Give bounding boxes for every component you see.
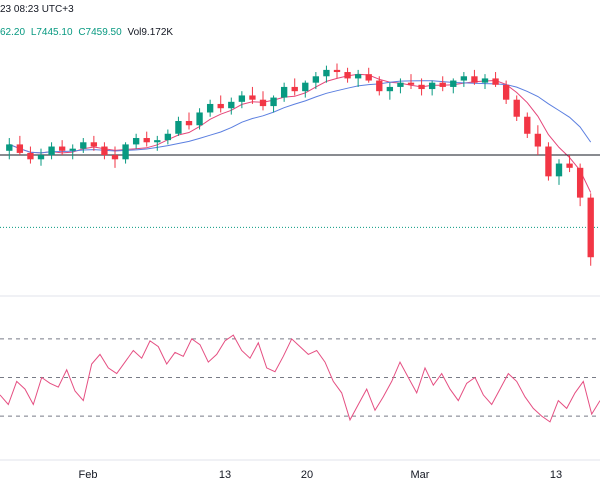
candle-body: [111, 155, 119, 160]
candle-body: [587, 197, 594, 258]
candle-body: [249, 95, 256, 100]
candle-body: [365, 74, 372, 81]
candle-body: [471, 76, 478, 83]
time-axis: Feb 13 20 Mar 13: [79, 469, 563, 481]
candle-body: [312, 76, 320, 83]
x-tick-label: 13: [550, 469, 562, 481]
candle-body: [566, 163, 573, 168]
x-tick-label: Feb: [79, 469, 98, 481]
candle-body: [270, 97, 277, 107]
candle-body: [122, 144, 129, 160]
rsi-line: [0, 334, 600, 423]
candle-body: [545, 146, 552, 177]
candle-body: [69, 148, 76, 151]
candle-body: [502, 84, 510, 100]
candle-body: [418, 84, 425, 90]
candle-body: [407, 82, 415, 85]
candle-body: [428, 82, 436, 90]
candle-body: [80, 142, 87, 149]
candle-body: [101, 146, 108, 156]
open-value: 62.20: [0, 27, 26, 38]
candle-body: [492, 78, 499, 85]
candle-body: [333, 69, 341, 73]
candle-body: [164, 133, 172, 141]
low-value: L7445.10: [30, 27, 73, 38]
candle-body: [132, 138, 140, 145]
candle-body: [481, 78, 489, 83]
candle-body: [48, 146, 55, 156]
candle-body: [344, 72, 351, 79]
candle-body: [90, 142, 98, 147]
candle-body: [206, 103, 214, 113]
candle-body: [524, 116, 531, 134]
candle-body: [280, 86, 288, 98]
candle-body: [238, 95, 246, 102]
candle-body: [228, 101, 235, 109]
candle-body: [154, 140, 161, 143]
candle-body: [534, 133, 542, 147]
x-tick-label: 13: [219, 469, 231, 481]
candle-body: [6, 144, 13, 151]
header-timestamp: 23 08:23 UTC+3: [0, 4, 74, 15]
candle-body: [460, 76, 468, 81]
candle-body: [323, 69, 330, 77]
x-tick-label: 20: [301, 469, 313, 481]
candle-body: [555, 163, 563, 177]
candle-body: [576, 167, 584, 198]
candle-body: [450, 80, 457, 87]
candle-body: [376, 80, 383, 92]
candle-body: [217, 103, 224, 109]
candle-body: [259, 99, 267, 107]
close-value: C7459.50: [78, 27, 122, 38]
x-tick-label: Mar: [411, 469, 430, 481]
ohlc-readout: 62.20 L7445.10 C7459.50 Vol9.172K: [0, 27, 176, 39]
candle-body: [185, 120, 193, 126]
candle-body: [302, 82, 309, 92]
candle-body: [27, 152, 34, 160]
rsi-pane: [0, 334, 600, 423]
candle-body: [37, 155, 45, 160]
candle-body: [143, 138, 150, 143]
candle-body: [397, 82, 404, 87]
candle-body: [16, 144, 24, 153]
candle-body: [513, 99, 520, 117]
price-pane: [0, 63, 600, 266]
candle-body: [354, 74, 362, 79]
candle-body: [386, 86, 394, 92]
candle-body: [196, 112, 203, 126]
candle-body: [58, 146, 66, 151]
candle-body: [175, 120, 182, 134]
volume-value: Vol9.172K: [127, 27, 174, 38]
candle-body: [291, 86, 298, 92]
candle-body: [439, 82, 446, 87]
